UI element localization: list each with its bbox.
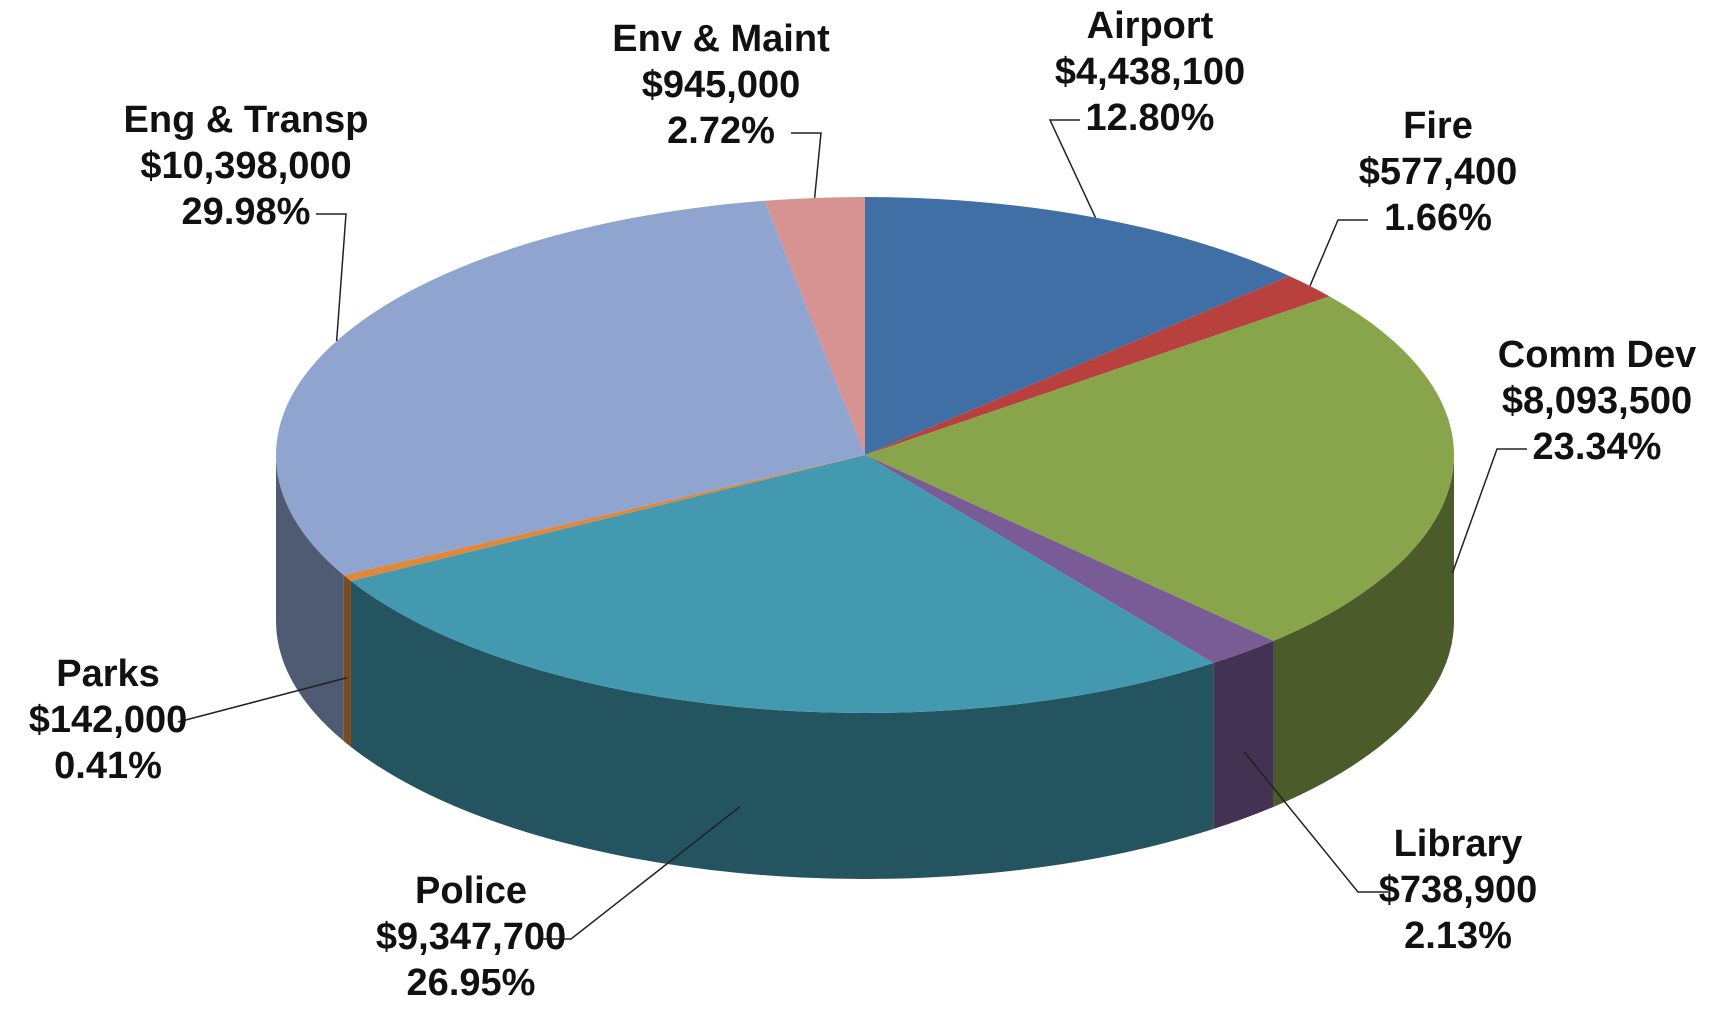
slice bbox=[764, 197, 865, 455]
value-label: $738,900 bbox=[1379, 869, 1538, 911]
slice-side bbox=[276, 455, 344, 742]
slice bbox=[865, 296, 1454, 641]
value-label: $9,347,700 bbox=[376, 916, 566, 958]
leader-line bbox=[316, 213, 347, 342]
percent-label: 1.66% bbox=[1384, 197, 1492, 239]
percent-label: 2.72% bbox=[667, 110, 775, 152]
leader-line bbox=[1451, 448, 1527, 574]
slice-side bbox=[1273, 455, 1454, 807]
category-label: Parks bbox=[56, 653, 160, 695]
percent-label: 23.34% bbox=[1533, 426, 1662, 468]
slice bbox=[275, 200, 865, 576]
value-label: $8,093,500 bbox=[1502, 380, 1692, 422]
category-label: Eng & Transp bbox=[124, 99, 369, 141]
slice bbox=[865, 197, 1290, 455]
value-label: $4,438,100 bbox=[1055, 51, 1245, 93]
percent-label: 26.95% bbox=[407, 962, 536, 1004]
leader-line bbox=[541, 806, 741, 940]
leader-line bbox=[177, 676, 348, 723]
percent-label: 29.98% bbox=[182, 191, 311, 233]
slice-side bbox=[350, 580, 1214, 879]
leader-line bbox=[791, 132, 822, 199]
category-label: Airport bbox=[1087, 5, 1214, 47]
slice bbox=[865, 455, 1274, 664]
percent-label: 2.13% bbox=[1404, 915, 1512, 957]
category-label: Police bbox=[415, 870, 527, 912]
percent-label: 12.80% bbox=[1086, 97, 1215, 139]
leader-line bbox=[1309, 219, 1368, 287]
slice bbox=[865, 276, 1330, 455]
leader-line bbox=[1243, 751, 1388, 893]
slice-side bbox=[1213, 640, 1274, 830]
value-label: $10,398,000 bbox=[140, 145, 351, 187]
slice bbox=[343, 455, 866, 581]
value-label: $142,000 bbox=[29, 699, 188, 741]
value-label: $577,400 bbox=[1359, 151, 1518, 193]
percent-label: 0.41% bbox=[54, 745, 162, 787]
category-label: Env & Maint bbox=[612, 18, 830, 60]
value-label: $945,000 bbox=[642, 64, 801, 106]
slice-side bbox=[343, 575, 351, 747]
category-label: Fire bbox=[1403, 105, 1473, 147]
category-label: Comm Dev bbox=[1498, 334, 1697, 376]
slice bbox=[350, 455, 1214, 713]
category-label: Library bbox=[1394, 823, 1523, 865]
leader-line bbox=[1048, 119, 1097, 218]
